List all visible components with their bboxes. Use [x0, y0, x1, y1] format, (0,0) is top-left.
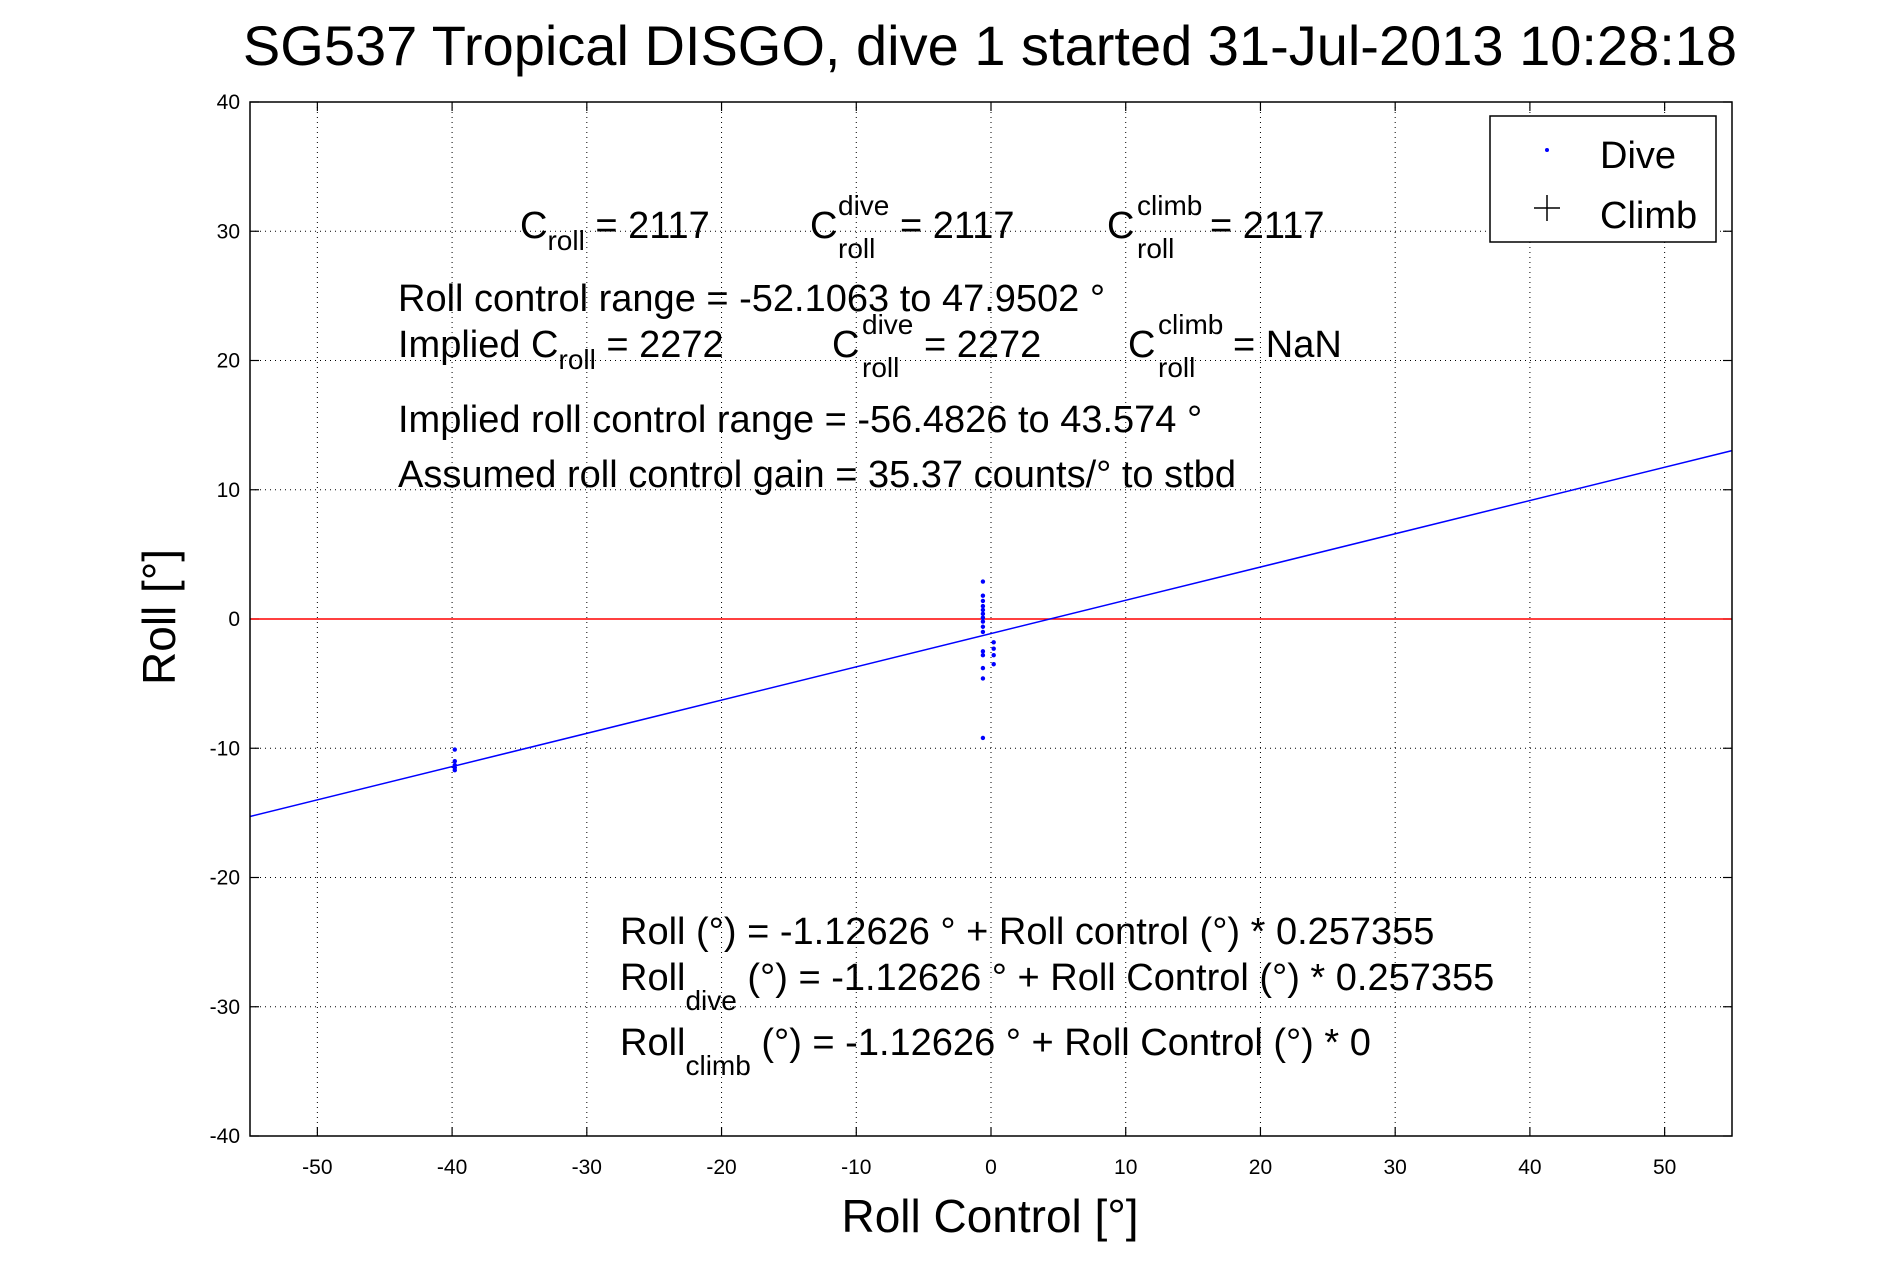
y-tick-label: -40	[210, 1125, 240, 1148]
annotation-fit-roll-climb: Rollclimb (°) = -1.12626 ° + Roll Contro…	[620, 1022, 1371, 1081]
fit-line	[249, 449, 1733, 818]
annotation-implied-croll-dive-value: = 2272	[924, 324, 1041, 366]
annotation-roll-control-range: Roll control range = -52.1063 to 47.9502…	[398, 278, 1105, 320]
annotations: Croll = 2117 C dive roll = 2117 C climb …	[398, 190, 1494, 1081]
axis-ticks: -50 -40 -30 -20 -10 0 10 20 30 40 50 -40 -30 -20 -10 0 1…	[210, 91, 1732, 1179]
dive-point	[991, 646, 996, 651]
y-axis-label: Roll [°]	[133, 549, 185, 685]
x-axis-label: Roll Control [°]	[841, 1190, 1138, 1242]
legend-dive-marker	[1545, 148, 1549, 152]
x-tick-label: -50	[302, 1156, 332, 1179]
annotation-croll-dive-sup: dive	[838, 190, 889, 221]
dive-point	[980, 619, 986, 624]
y-tick-label: -10	[210, 737, 240, 760]
annotation-croll: Croll = 2117	[520, 205, 710, 256]
dive-point	[991, 662, 996, 667]
dive-point	[980, 579, 986, 584]
annotation-gain: Assumed roll control gain = 35.37 counts…	[398, 454, 1236, 496]
annotation-croll-climb: C	[1107, 205, 1134, 247]
annotation-croll-climb-value: = 2117	[1210, 205, 1324, 247]
x-tick-label: 40	[1518, 1156, 1541, 1179]
annotation-implied-range: Implied roll control range = -56.4826 to…	[398, 399, 1202, 441]
dive-point	[980, 649, 986, 654]
data-points	[452, 579, 996, 773]
annotation-implied-croll-dive-sup: dive	[862, 309, 913, 340]
annotation-croll-climb-sup: climb	[1137, 190, 1202, 221]
y-tick-label: 20	[217, 350, 240, 373]
x-tick-label: 0	[985, 1156, 997, 1179]
plot-frame	[249, 101, 1733, 1137]
annotation-implied-croll-climb-value: = NaN	[1233, 324, 1342, 366]
y-tick-label: 0	[228, 608, 240, 631]
x-tick-label: -10	[841, 1156, 871, 1179]
annotation-implied-croll: Implied Croll = 2272	[398, 324, 724, 375]
annotation-implied-croll-climb-sub: roll	[1158, 352, 1195, 383]
dive-point	[980, 676, 986, 681]
dive-point	[452, 768, 457, 773]
fit-lines	[249, 449, 1733, 818]
legend-dive-label: Dive	[1600, 135, 1676, 177]
annotation-croll-dive: C	[810, 205, 837, 247]
dive-point	[452, 758, 457, 764]
legend-climb-label: Climb	[1600, 195, 1697, 237]
dive-point	[980, 603, 986, 609]
dive-point	[980, 735, 986, 741]
x-tick-label: -30	[572, 1156, 602, 1179]
y-tick-label: 40	[217, 91, 240, 114]
legend: Dive Climb	[1489, 115, 1717, 243]
x-tick-label: 30	[1384, 1156, 1407, 1179]
y-tick-label: 30	[217, 220, 240, 243]
dive-point	[980, 607, 986, 613]
annotation-fit-roll-dive: Rolldive (°) = -1.12626 ° + Roll Control…	[620, 957, 1494, 1016]
dive-point	[980, 598, 986, 604]
x-tick-label: 20	[1249, 1156, 1272, 1179]
dive-point	[980, 615, 986, 620]
y-tick-label: -20	[210, 867, 240, 890]
legend-box	[1489, 115, 1717, 243]
annotation-implied-croll-climb: C	[1128, 324, 1155, 366]
dive-point	[980, 652, 986, 658]
dive-point	[980, 665, 986, 671]
annotation-croll-dive-value: = 2117	[900, 205, 1014, 247]
annotation-implied-croll-dive: C	[832, 324, 859, 366]
x-tick-label: 50	[1653, 1156, 1676, 1179]
annotation-implied-croll-dive-sub: roll	[862, 352, 899, 383]
x-tick-label: -40	[437, 1156, 467, 1179]
dive-point	[452, 747, 457, 752]
annotation-croll-dive-sub: roll	[838, 233, 875, 264]
chart-title: SG537 Tropical DISGO, dive 1 started 31-…	[243, 14, 1737, 77]
dive-point	[980, 629, 986, 635]
dive-point	[980, 593, 986, 598]
dive-point	[980, 611, 986, 617]
legend-climb-marker	[1534, 195, 1560, 221]
y-tick-label: -30	[210, 996, 240, 1019]
dive-point	[991, 640, 996, 645]
dive-point	[980, 624, 986, 629]
dive-point	[991, 652, 996, 658]
annotation-croll-climb-sub: roll	[1137, 233, 1174, 264]
x-tick-label: -20	[706, 1156, 736, 1179]
annotation-implied-croll-climb-sup: climb	[1158, 309, 1223, 340]
annotation-fit-roll: Roll (°) = -1.12626 ° + Roll control (°)…	[620, 911, 1434, 953]
y-tick-label: 10	[217, 479, 240, 502]
x-tick-label: 10	[1114, 1156, 1137, 1179]
